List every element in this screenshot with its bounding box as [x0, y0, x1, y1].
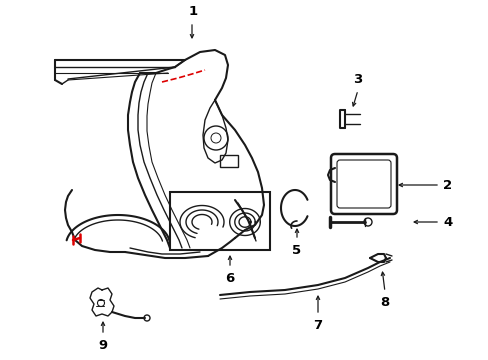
Text: 8: 8 — [380, 296, 389, 309]
Text: 6: 6 — [225, 272, 234, 285]
Text: 5: 5 — [292, 244, 301, 257]
Text: 1: 1 — [188, 5, 197, 18]
Bar — [220, 155, 238, 167]
Text: 4: 4 — [442, 216, 451, 229]
Text: 2: 2 — [442, 179, 451, 192]
Bar — [170, 192, 269, 250]
Text: 3: 3 — [353, 73, 362, 86]
Text: 7: 7 — [313, 319, 322, 332]
Text: 9: 9 — [98, 339, 107, 352]
